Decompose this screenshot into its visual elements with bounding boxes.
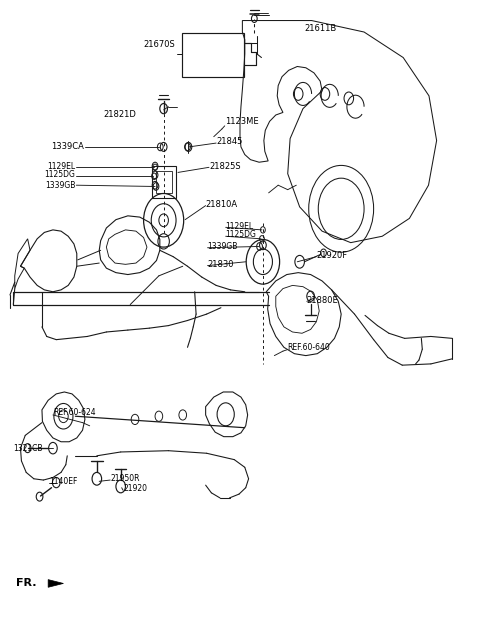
- Text: 21950R: 21950R: [110, 474, 140, 483]
- Text: FR.: FR.: [16, 578, 36, 588]
- Bar: [182, 33, 244, 77]
- Text: 1129EL: 1129EL: [47, 162, 75, 171]
- Text: 21920: 21920: [123, 485, 147, 494]
- Text: 1321CB: 1321CB: [13, 444, 43, 453]
- Text: REF.60-624: REF.60-624: [53, 408, 96, 417]
- Bar: [152, 166, 176, 198]
- Text: 21880E: 21880E: [307, 296, 338, 304]
- Polygon shape: [48, 579, 63, 587]
- Text: 1339GB: 1339GB: [45, 181, 75, 190]
- Text: 21611B: 21611B: [304, 24, 336, 33]
- Text: REF.60-640: REF.60-640: [287, 344, 329, 353]
- Text: 1123ME: 1123ME: [225, 117, 258, 126]
- Text: 1339CA: 1339CA: [51, 142, 84, 151]
- Text: 21830: 21830: [207, 260, 234, 269]
- Text: 21845: 21845: [216, 137, 242, 146]
- Text: 21920F: 21920F: [316, 251, 348, 260]
- Text: 1125DG: 1125DG: [226, 231, 256, 240]
- Text: 21821D: 21821D: [104, 110, 136, 119]
- Text: 1339GB: 1339GB: [207, 242, 238, 251]
- Text: 1140EF: 1140EF: [49, 477, 77, 486]
- Text: 21810A: 21810A: [205, 200, 238, 209]
- Text: 1129EL: 1129EL: [226, 222, 254, 231]
- Bar: [156, 171, 172, 193]
- Text: 21825S: 21825S: [209, 162, 240, 171]
- Text: 1125DG: 1125DG: [45, 171, 75, 179]
- Text: 21670S: 21670S: [144, 40, 176, 49]
